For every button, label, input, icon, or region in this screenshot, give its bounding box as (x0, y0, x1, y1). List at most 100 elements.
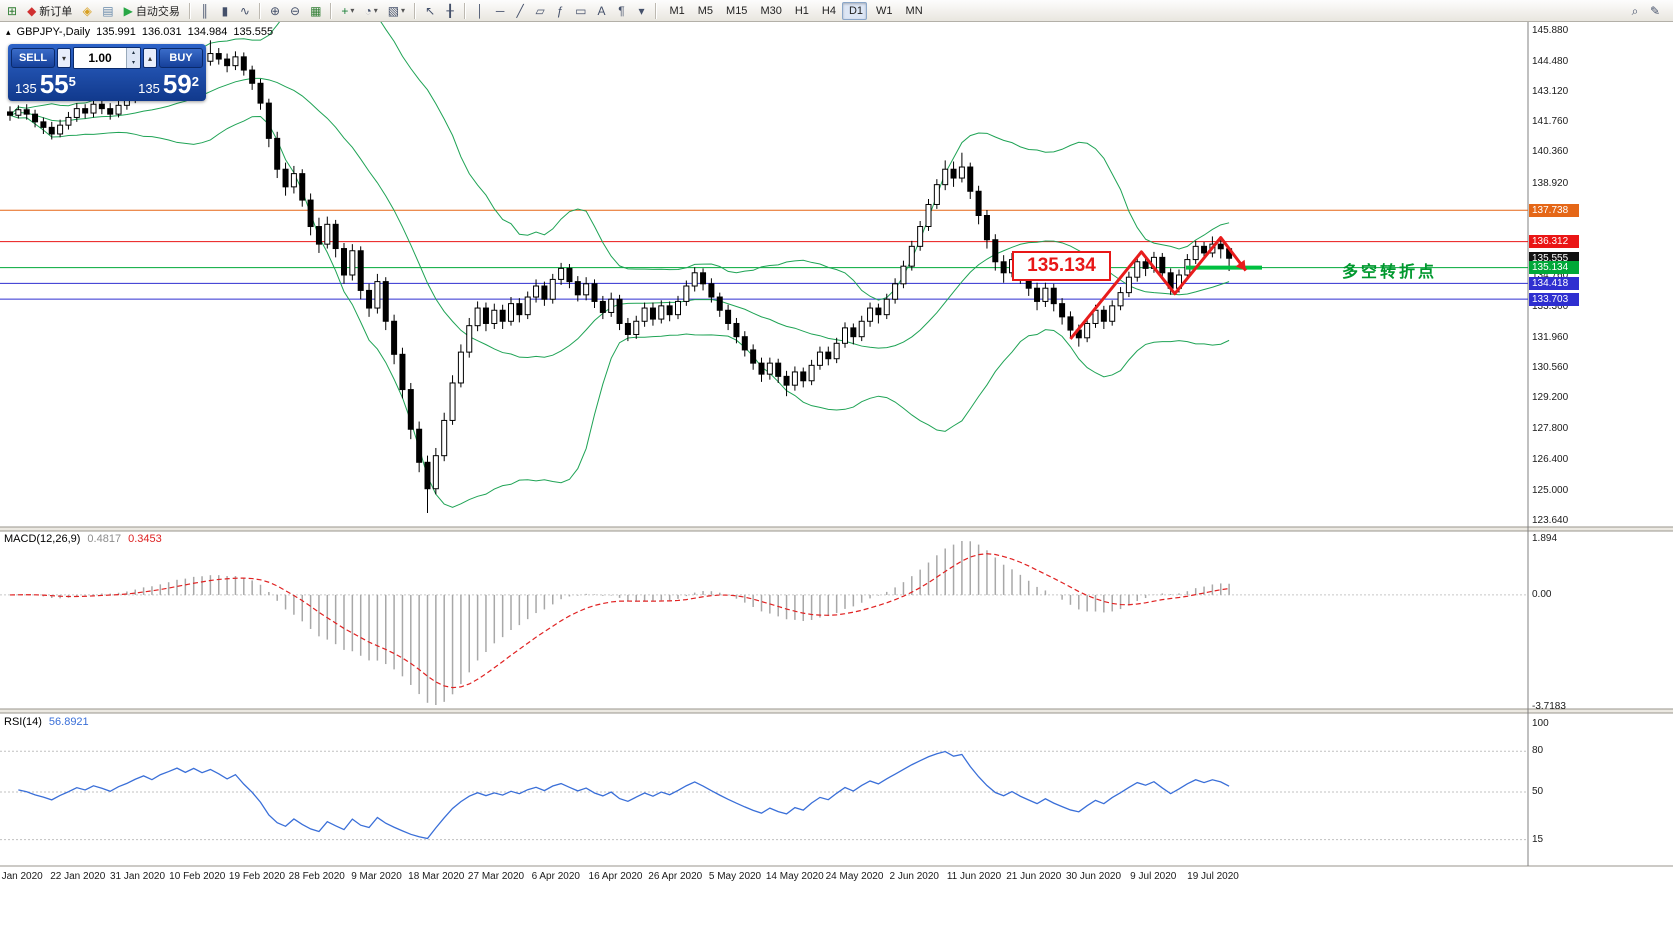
price-scale-label: 145.880 (1532, 24, 1569, 36)
price-scale-label: 129.200 (1532, 392, 1569, 404)
macd-scale-min: -3.7183 (1532, 701, 1566, 712)
timeframe-h1-button[interactable]: H1 (788, 2, 813, 20)
toolbar-right: ⌕ ✎ (1625, 2, 1665, 20)
line-chart-button[interactable]: ∿ (236, 2, 254, 20)
zoom-in-button[interactable]: ⊕ (266, 2, 284, 20)
buy-button[interactable]: BUY (159, 48, 203, 68)
symbol-name: GBPJPY-,Daily (16, 26, 91, 38)
timeframe-m15-button[interactable]: M15 (719, 2, 751, 20)
timeframe-m5-button[interactable]: M5 (691, 2, 717, 20)
sell-dropdown[interactable]: ▾ (57, 48, 71, 68)
price-scale-label: 134.760 (1532, 269, 1569, 281)
timeframe-mn-button[interactable]: MN (899, 2, 927, 20)
tile-windows-button[interactable]: ▦ (306, 2, 325, 20)
price-tag: 135.134 (1529, 261, 1579, 275)
periods-button[interactable]: ◔ ▾ (360, 2, 381, 20)
ohlc-open: 135.991 (96, 26, 136, 38)
price-scale-label: 138.920 (1532, 178, 1569, 190)
macd-value: 0.4817 (87, 533, 122, 545)
vertical-line-button[interactable]: │ (471, 2, 489, 20)
zoom-out-button[interactable]: ⊖ (286, 2, 304, 20)
macd-scale-max: 1.894 (1532, 533, 1558, 544)
bars-chart-button[interactable]: ║ (196, 2, 214, 20)
volume-input[interactable] (74, 48, 126, 68)
search-button[interactable]: ⌕ (1626, 2, 1644, 20)
toolbar: ⊞ ◆ 新订单 ◈ ▤ ▶ 自动交易 ║ ▮ ∿ ⊕ ⊖ ▦ + ▾ ◔ ▾ ▧ ▾ ↖ ╂ │ ─ ╱ ▱ ƒ ▭ A ¶ ▾ M1 M5 M… (0, 0, 1673, 22)
toolbar-separator (188, 2, 191, 19)
volume-down-button[interactable]: ▾ (127, 58, 140, 68)
ohlc-high: 136.031 (141, 26, 182, 38)
price-scale-label: 144.480 (1532, 55, 1569, 67)
buy-price[interactable]: 135 59 2 (138, 69, 199, 99)
timeframe-m30-button[interactable]: M30 (753, 2, 785, 20)
autotrading-button[interactable]: ▶ 自动交易 (120, 2, 184, 20)
price-tag: 137.738 (1529, 203, 1579, 217)
rsi-scale-label: 50 (1532, 786, 1544, 797)
toolbar-groups: ⊞ ◆ 新订单 ◈ ▤ ▶ 自动交易 ║ ▮ ∿ ⊕ ⊖ ▦ + ▾ ◔ ▾ ▧ ▾ ↖ ╂ │ ─ ╱ ▱ ƒ ▭ A ¶ ▾ M1 M5 M… (2, 1, 928, 20)
symbol-title: ▴ GBPJPY-,Daily 135.991 136.031 134.984 … (6, 26, 273, 38)
price-scale-label: 127.800 (1532, 423, 1569, 435)
price-scale-label: 125.000 (1532, 484, 1569, 496)
templates-button[interactable]: ▧ ▾ (384, 2, 409, 20)
timeframe-w1-button[interactable]: W1 (869, 2, 897, 20)
price-tag: 134.418 (1529, 276, 1579, 290)
metaeditor-button[interactable]: ◈ (78, 2, 96, 20)
price-scale-label: 141.760 (1532, 115, 1569, 127)
ohlc-low: 134.984 (187, 26, 228, 38)
trendline-button[interactable]: ╱ (511, 2, 529, 20)
chart-icon: ▴ (6, 26, 11, 37)
price-scale-label: 130.560 (1532, 362, 1569, 374)
buy-dropdown[interactable]: ▴ (143, 48, 157, 68)
toolbar-separator (330, 2, 333, 19)
indicators-button[interactable]: + ▾ (337, 2, 358, 20)
new-order-button[interactable]: ◆ 新订单 (23, 2, 76, 20)
volume-spinner: ▴ ▾ (126, 48, 140, 68)
price-scale-label: 143.120 (1532, 85, 1569, 97)
arrows-button[interactable]: ▾ (632, 2, 650, 20)
fibonacci-button[interactable]: ƒ (551, 2, 569, 20)
toolbar-separator (414, 2, 417, 19)
sell-button[interactable]: SELL (11, 48, 55, 68)
volume-up-button[interactable]: ▴ (127, 48, 140, 58)
horizontal-line-button[interactable]: ─ (491, 2, 509, 20)
turning-point-label[interactable]: 多空转折点 (1342, 264, 1438, 281)
label-button[interactable]: ¶ (612, 2, 630, 20)
price-scale-label: 133.360 (1532, 300, 1569, 312)
sell-price[interactable]: 135 55 5 (15, 69, 76, 99)
toolbar-separator (464, 2, 467, 19)
new-chart-button[interactable]: ⊞ (3, 2, 21, 20)
candles-chart-button[interactable]: ▮ (216, 2, 234, 20)
rsi-scale-label: 15 (1532, 833, 1544, 845)
draw-button[interactable]: ✎ (1646, 2, 1664, 20)
price-scale-label: 123.640 (1532, 514, 1569, 526)
macd-signal-value: 0.3453 (128, 533, 162, 545)
crosshair-button[interactable]: ╂ (441, 2, 459, 20)
toolbar-separator (258, 2, 261, 19)
price-scale-label: 140.360 (1532, 146, 1569, 158)
price-tag: 133.703 (1529, 292, 1579, 306)
cursor-button[interactable]: ↖ (421, 2, 439, 20)
timeframe-d1-button[interactable]: D1 (841, 1, 868, 20)
rsi-scale-label: 80 (1532, 745, 1544, 757)
price-tag: 136.312 (1529, 235, 1579, 249)
rsi-header: RSI(14) 56.8921 (4, 716, 89, 728)
timeframe-h4-button[interactable]: H4 (815, 2, 840, 20)
price-scale-label: 126.400 (1532, 454, 1569, 466)
rsi-value: 56.8921 (48, 716, 89, 728)
rsi-label: RSI(14) (4, 716, 42, 728)
key-level-label[interactable]: 135.134 (1012, 251, 1111, 281)
channel-button[interactable]: ▱ (531, 2, 549, 20)
timeframe-m1-button[interactable]: M1 (662, 2, 688, 20)
market-watch-button[interactable]: ▤ (98, 2, 117, 20)
volume-box: ▴ ▾ (73, 47, 141, 69)
price-axis[interactable]: 145.880 144.480 143.120 141.760 140.360 138.9… (1528, 0, 1673, 943)
macd-header: MACD(12,26,9) 0.4817 0.3453 (4, 533, 162, 545)
shapes-button[interactable]: ▭ (571, 2, 590, 20)
toolbar-separator (655, 2, 658, 19)
rsi-scale-label: 100 (1532, 718, 1549, 729)
text-button[interactable]: A (592, 2, 610, 20)
price-scale-label: 131.960 (1532, 331, 1569, 343)
macd-label: MACD(12,26,9) (4, 533, 81, 545)
